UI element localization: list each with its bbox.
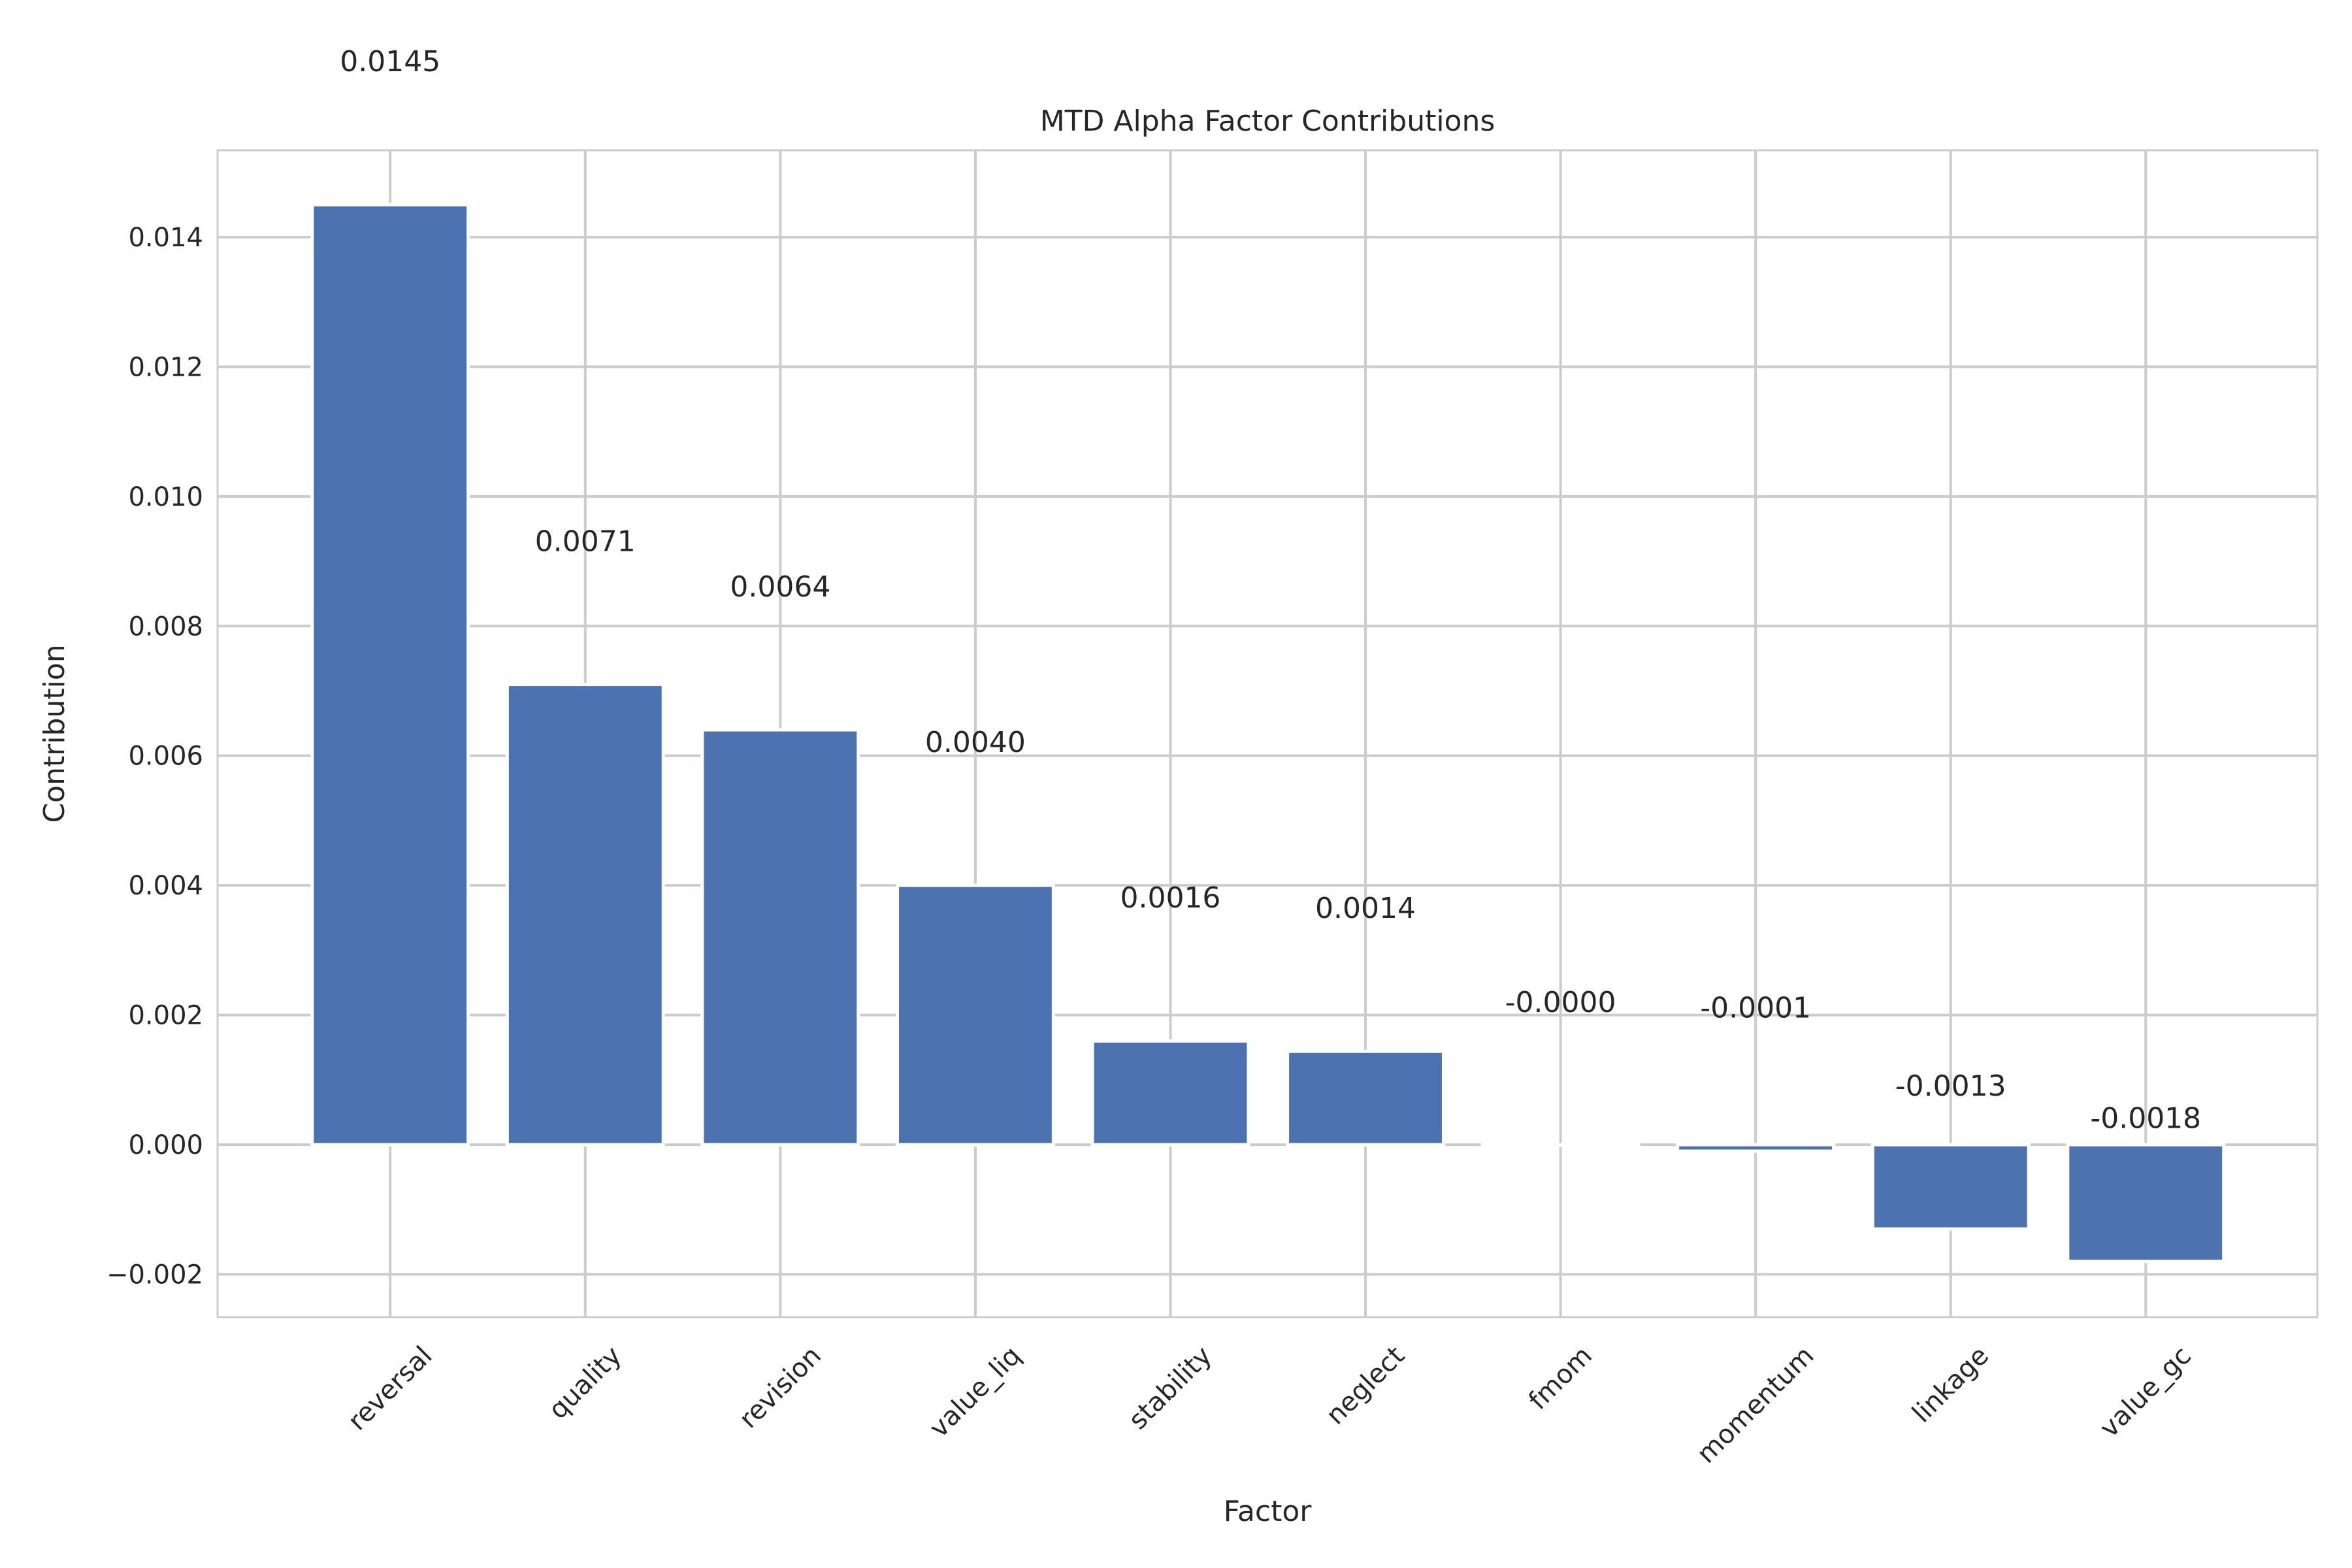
y-tick-label: 0.014 [128,223,203,253]
data-label-linkage: -0.0013 [1895,1070,2006,1103]
x-tick-label-revision: revision [734,1341,827,1434]
data-label-neglect: 0.0014 [1315,892,1416,925]
bar-reversal [310,203,470,1147]
y-tick-label: 0.012 [128,352,203,382]
y-tick-label: 0.002 [128,1001,203,1031]
y-tick-label: 0.008 [128,612,203,642]
data-label-fmom: -0.0000 [1505,986,1616,1019]
bar-momentum [1676,1143,1836,1153]
y-tick-label: 0.006 [128,742,203,772]
x-tick-label-linkage: linkage [1906,1341,1995,1429]
data-label-value_gc: -0.0018 [2090,1102,2201,1135]
data-label-stability: 0.0016 [1120,881,1220,915]
y-tick-label: 0.010 [128,482,203,512]
chart-title: MTD Alpha Factor Contributions [1040,105,1495,138]
bar-linkage [1870,1143,2031,1231]
x-tick-label-neglect: neglect [1320,1341,1411,1431]
x-tick-labels: reversal quality revision value_liq stabilit… [342,1341,2197,1469]
data-label-momentum: -0.0001 [1700,992,1811,1025]
data-labels: 0.0145 0.0071 0.0064 0.0040 0.0016 0.0014 -0.0… [340,45,2201,1135]
bar-stability [1090,1039,1250,1147]
plot-frame [216,149,2319,1318]
y-tick-label: 0.000 [128,1130,203,1160]
bar-quality [505,683,665,1147]
data-label-quality: 0.0071 [535,525,636,558]
bar-value_gc [2066,1143,2226,1264]
x-tick-label-fmom: fmom [1523,1341,1598,1416]
x-tick-label-value_gc: value_gc [2095,1341,2197,1443]
x-tick-label-momentum: momentum [1691,1341,1820,1469]
y-tick-labels: −0.002 0.000 0.002 0.004 0.006 0.008 0.010 0.01… [106,223,203,1290]
data-label-value_liq: 0.0040 [925,726,1026,759]
bar-value_liq [895,883,1055,1147]
x-tick-label-stability: stability [1123,1341,1218,1435]
x-tick-label-quality: quality [543,1341,627,1425]
bar-neglect [1286,1049,1445,1147]
data-label-reversal: 0.0145 [340,45,440,78]
y-tick-label: 0.004 [128,871,203,901]
bar-revision [700,728,860,1147]
data-label-revision: 0.0064 [730,570,830,604]
y-tick-label: −0.002 [106,1260,203,1290]
x-tick-label-reversal: reversal [342,1341,438,1437]
x-axis-label: Factor [1224,1495,1313,1528]
y-axis-label: Contribution [38,644,71,823]
x-tick-label-value_liq: value_liq [924,1341,1027,1444]
bars [310,203,2226,1264]
